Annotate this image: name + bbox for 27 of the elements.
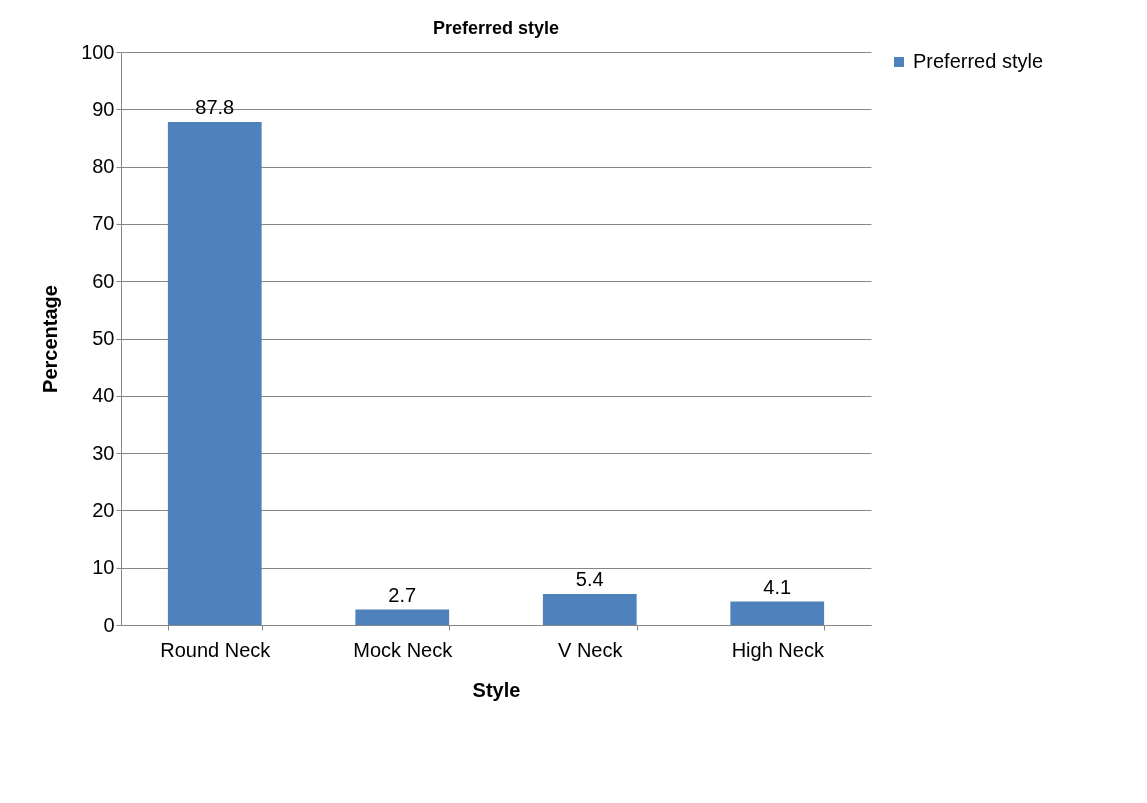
data-label: 4.1 <box>763 575 792 598</box>
y-tick-label: 30 <box>92 441 115 464</box>
x-axis-title: Style <box>472 678 521 701</box>
x-tick-label: Mock Neck <box>353 638 454 661</box>
y-tick-label: 100 <box>81 40 115 63</box>
y-tick-label: 50 <box>92 327 115 349</box>
data-label: 5.4 <box>575 568 604 591</box>
x-tick-label: V Neck <box>558 638 624 661</box>
y-tick-label: 90 <box>92 97 115 120</box>
y-axis-title: Percentage <box>39 285 62 393</box>
y-tick-label: 0 <box>103 613 115 636</box>
y-tick-label: 60 <box>92 269 115 292</box>
bar <box>355 609 450 625</box>
bar <box>730 601 825 625</box>
y-tick-label: 20 <box>92 498 115 521</box>
data-label: 87.8 <box>195 95 235 118</box>
bar <box>167 121 262 625</box>
x-tick-label: Round Neck <box>160 638 272 661</box>
y-tick-label: 80 <box>92 155 115 178</box>
data-label: 2.7 <box>388 583 417 606</box>
y-tick-label: 10 <box>92 556 115 579</box>
y-tick-label: 70 <box>92 212 115 235</box>
x-tick-label: High Neck <box>731 638 825 661</box>
bar <box>542 594 637 625</box>
chart-title: Preferred style <box>432 18 560 38</box>
legend-label: Preferred style <box>913 50 1044 72</box>
y-tick-label: 40 <box>92 384 115 407</box>
